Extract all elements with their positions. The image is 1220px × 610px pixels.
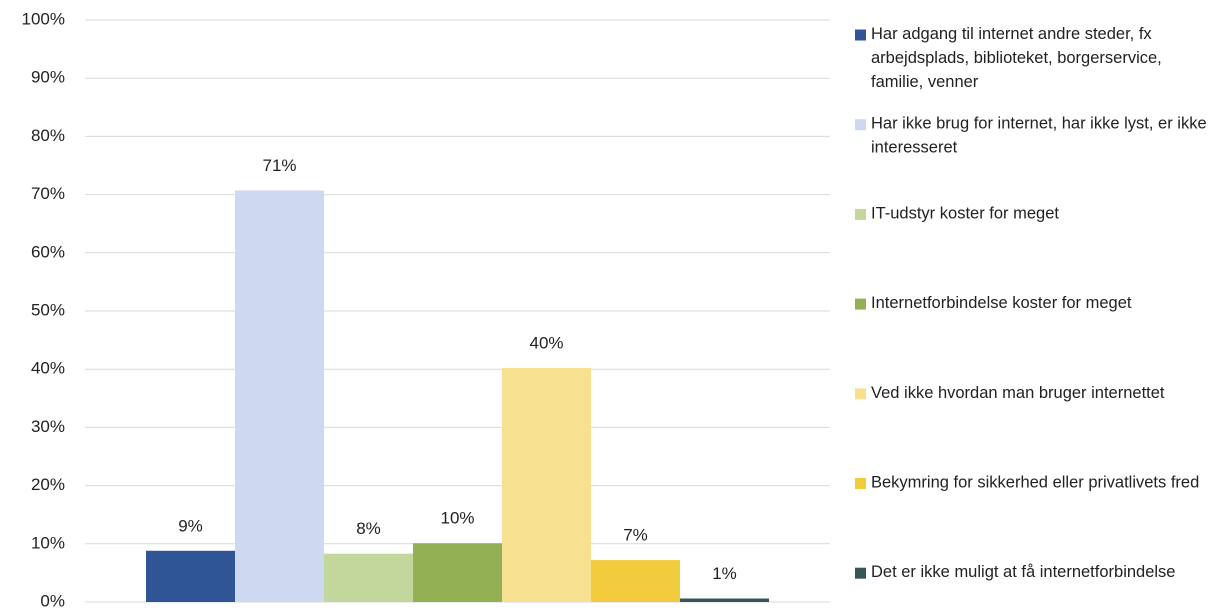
- data-label: 8%: [356, 519, 381, 538]
- y-tick-label: 10%: [31, 533, 65, 552]
- legend-swatch: [855, 478, 866, 489]
- data-label: 71%: [262, 156, 296, 175]
- legend-swatch: [855, 208, 866, 220]
- y-tick-label: 40%: [31, 359, 65, 378]
- data-label: 7%: [623, 526, 648, 545]
- legend-label: Ved ikke hvordan man bruger internettet: [871, 384, 1165, 402]
- legend-label: Har adgang til internet andre steder, fx…: [871, 25, 1162, 91]
- y-tick-label: 50%: [31, 300, 65, 319]
- legend-label: Bekymring for sikkerhed eller privatlive…: [871, 474, 1199, 492]
- bar: [680, 598, 769, 602]
- y-tick-label: 0%: [40, 591, 65, 610]
- bar: [591, 560, 680, 602]
- data-label: 10%: [440, 509, 474, 528]
- y-tick-label: 20%: [31, 475, 65, 494]
- data-label: 40%: [529, 334, 563, 353]
- bar: [235, 190, 324, 602]
- y-tick-label: 90%: [31, 68, 65, 87]
- bar: [413, 543, 502, 602]
- bar: [146, 550, 235, 602]
- y-tick-label: 30%: [31, 417, 65, 436]
- bar: [502, 368, 591, 602]
- legend-label: Det er ikke muligt at få internetforbind…: [871, 564, 1176, 582]
- legend-swatch: [855, 388, 866, 400]
- data-label: 9%: [178, 516, 203, 535]
- legend-label: IT-udstyr koster for meget: [871, 205, 1059, 223]
- y-tick-label: 70%: [31, 184, 65, 203]
- data-label: 1%: [712, 564, 737, 583]
- legend-swatch: [855, 567, 866, 579]
- legend-label: Har ikke brug for internet, har ikke lys…: [871, 115, 1207, 157]
- bar: [324, 553, 413, 602]
- legend-swatch: [855, 298, 866, 310]
- legend-swatch: [855, 29, 866, 41]
- legend-swatch: [855, 119, 866, 131]
- y-tick-label: 60%: [31, 242, 65, 261]
- legend-label: Internetforbindelse koster for meget: [871, 294, 1132, 312]
- y-tick-label: 80%: [31, 126, 65, 145]
- y-tick-label: 100%: [22, 9, 65, 28]
